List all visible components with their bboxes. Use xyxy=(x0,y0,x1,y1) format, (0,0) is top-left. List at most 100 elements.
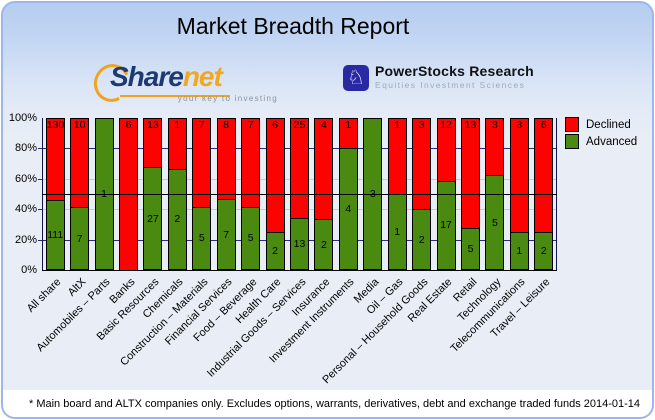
bar-segment-advanced: 17 xyxy=(436,180,456,270)
bar-value-label: 13 xyxy=(464,119,477,131)
bar-value-label: 12 xyxy=(440,119,452,131)
bar: 10 7 xyxy=(70,118,90,270)
y-axis-tick xyxy=(38,209,42,211)
bar-value-label: 7 xyxy=(76,232,83,245)
bar-value-label: 3 xyxy=(418,119,425,131)
bar-segment-declined: 1 xyxy=(167,118,187,169)
bar-value-label: 5 xyxy=(492,216,498,229)
bar-segment-advanced: 7 xyxy=(70,207,90,270)
bar-value-label: 3 xyxy=(492,119,498,131)
bar-segment-advanced: 2 xyxy=(412,209,432,270)
bar-segment-declined: 4 xyxy=(314,118,334,220)
bar: 13 27 xyxy=(143,118,163,270)
bar-value-label: 1 xyxy=(394,119,401,131)
bar-segment-declined: 3 xyxy=(509,118,529,232)
chart-legend: Declined Advanced xyxy=(565,116,637,150)
bar-segment-advanced: 13 xyxy=(290,218,309,270)
bar-value-label: 1 xyxy=(516,245,523,257)
sharenet-tagline: your key to investing xyxy=(177,94,278,103)
bar-segment-advanced: 5 xyxy=(192,206,212,270)
bar-segment-advanced: 4 xyxy=(338,148,358,270)
bar-value-label: 7 xyxy=(247,119,254,131)
bar-value-label: 2 xyxy=(272,245,278,257)
powerstocks-text: PowerStocks Research Equities Investment… xyxy=(375,63,534,97)
knight-chess-icon: ♘ xyxy=(343,65,369,91)
legend-item-declined: Declined xyxy=(565,116,637,133)
bar-value-label: 5 xyxy=(247,232,254,245)
bar-segment-declined: 10 xyxy=(70,118,90,208)
chart-plot-area: 1301111071613271275877562251342143113212… xyxy=(38,118,557,271)
bar-segment-declined: 8 xyxy=(216,118,236,200)
bar-value-label: 5 xyxy=(467,242,474,255)
bar-value-label: 6 xyxy=(540,119,547,131)
sharenet-wordmark-share: Share xyxy=(110,61,184,92)
bar-value-label: 2 xyxy=(418,233,425,246)
bar-value-label: 1 xyxy=(174,119,181,131)
bar: 12 17 xyxy=(436,118,456,270)
bar-segment-declined: 25 xyxy=(290,118,309,218)
bar-segment-declined: 6 xyxy=(534,118,554,232)
y-axis-tick xyxy=(38,148,42,150)
bar-value-label: 13 xyxy=(293,238,306,250)
bar-segment-declined: 130 xyxy=(45,118,65,200)
bar-value-label: 2 xyxy=(174,213,181,226)
bar-value-label: 130 xyxy=(46,119,65,131)
powerstocks-name: PowerStocks Research xyxy=(375,63,534,79)
bar-value-label: 5 xyxy=(198,232,205,245)
bar-segment-advanced: 1 xyxy=(509,232,529,270)
bar-value-label: 7 xyxy=(223,228,230,241)
footer-note: * Main board and ALTX companies only. Ex… xyxy=(29,397,581,410)
bar-value-label: 4 xyxy=(345,203,352,216)
sharenet-underline xyxy=(120,95,230,97)
bar-segment-advanced: 27 xyxy=(143,167,163,270)
bar-value-label: 2 xyxy=(321,238,327,251)
legend-label-declined: Declined xyxy=(586,118,631,131)
y-axis-label: 80% xyxy=(14,142,37,155)
bar-value-label: 6 xyxy=(272,119,278,131)
bar-value-label: 8 xyxy=(223,119,230,131)
bar-value-label: 6 xyxy=(125,119,132,131)
bar-segment-advanced: 111 xyxy=(45,199,65,270)
bar-segment-advanced: 5 xyxy=(485,175,505,270)
bar: 13 5 xyxy=(461,118,480,270)
bar-value-label: 25 xyxy=(293,119,306,131)
bar: 25 13 xyxy=(290,118,309,270)
bar-segment-advanced: 1 xyxy=(387,194,407,270)
bar-segment-declined: 1 xyxy=(338,118,358,149)
y-axis-label: 40% xyxy=(14,203,37,216)
bar-value-label: 111 xyxy=(47,228,64,241)
bar-segment-declined: 3 xyxy=(412,118,432,210)
report-date: 2014-01-14 xyxy=(583,397,640,410)
bar-segment-declined: 7 xyxy=(241,118,261,207)
bar-value-label: 1 xyxy=(345,119,352,131)
y-axis-tick xyxy=(38,178,42,180)
powerstocks-logo: ♘ PowerStocks Research Equities Investme… xyxy=(343,63,534,97)
bar-segment-advanced: 2 xyxy=(265,232,285,270)
bar-value-label: 27 xyxy=(147,212,159,225)
bar-segment-declined: 7 xyxy=(192,118,212,207)
declined-swatch-icon xyxy=(565,117,579,132)
bar-value-label: 3 xyxy=(516,119,523,131)
y-axis-label: 20% xyxy=(14,233,37,246)
bar-segment-advanced: 7 xyxy=(216,199,236,270)
bar-segment-advanced: 2 xyxy=(534,232,554,270)
bar: 130 111 xyxy=(45,118,65,270)
reference-line xyxy=(42,194,557,195)
bar-value-label: 7 xyxy=(198,119,205,131)
sharenet-wordmark: Sharenet xyxy=(110,61,223,93)
y-axis-label: 100% xyxy=(8,112,37,124)
page-title: Market Breadth Report xyxy=(176,13,410,39)
bar-segment-declined: 6 xyxy=(265,118,285,232)
legend-item-advanced: Advanced xyxy=(565,133,637,150)
y-axis-label: 0% xyxy=(21,264,37,276)
